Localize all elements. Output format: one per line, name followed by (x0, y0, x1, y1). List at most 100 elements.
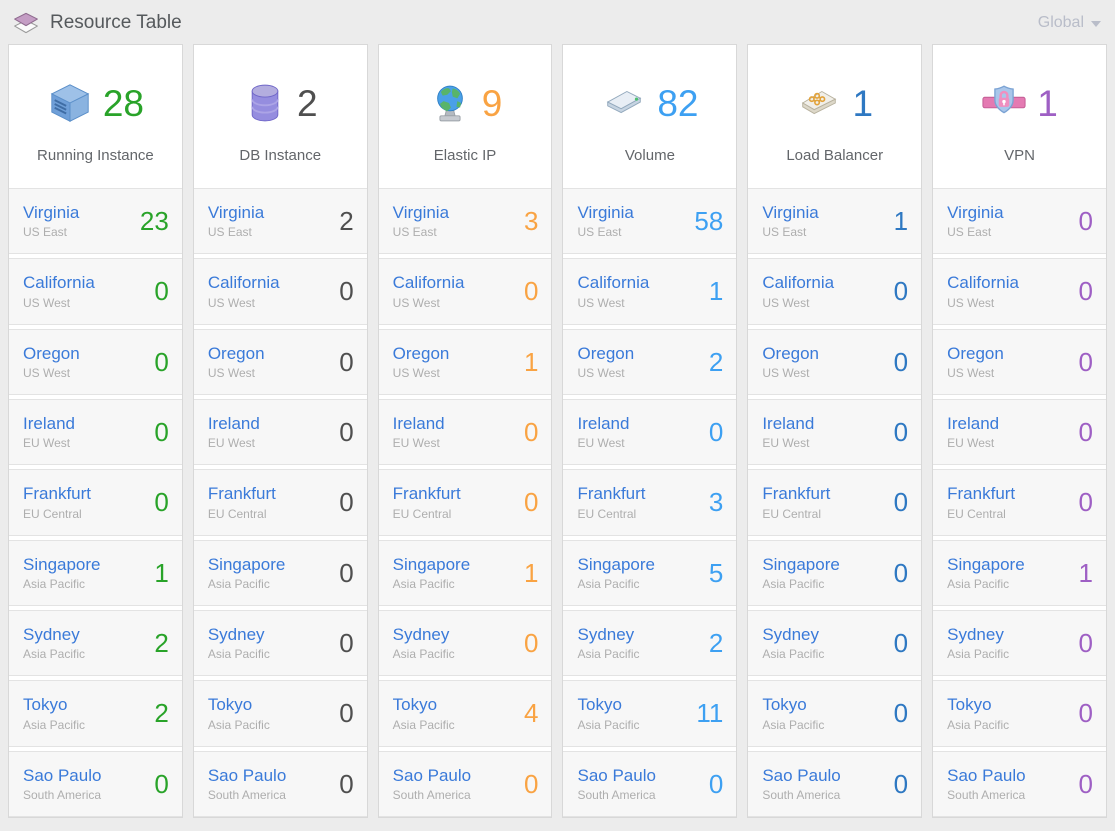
region-area: US West (392, 366, 440, 381)
region-rows: Virginia US East 58 California US West 1 Orego… (563, 188, 737, 817)
region-info: Frankfurt EU Central (208, 484, 276, 521)
region-row-volume-8[interactable]: Sao Paulo South America 0 (563, 750, 737, 817)
region-value: 0 (339, 487, 354, 518)
region-row-load-balancer-8[interactable]: Sao Paulo South America 0 (748, 750, 922, 817)
region-value: 23 (139, 206, 169, 237)
region-row-load-balancer-2[interactable]: Oregon US West 0 (748, 328, 922, 395)
region-row-running-instance-2[interactable]: Oregon US West 0 (9, 328, 182, 395)
instance-cube-icon (47, 80, 93, 126)
region-info: Singapore Asia Pacific (947, 555, 1025, 592)
region-row-running-instance-4[interactable]: Frankfurt EU Central 0 (9, 469, 182, 536)
region-info: Oregon US West (393, 344, 450, 381)
region-row-running-instance-8[interactable]: Sao Paulo South America 0 (9, 750, 182, 817)
region-info: Sydney Asia Pacific (393, 625, 455, 662)
region-row-elastic-ip-8[interactable]: Sao Paulo South America 0 (378, 750, 552, 817)
region-row-volume-0[interactable]: Virginia US East 58 (563, 188, 737, 255)
resource-cards: 28 Running Instance Virginia US East 23 Calif… (0, 42, 1115, 818)
region-row-vpn-8[interactable]: Sao Paulo South America 0 (933, 750, 1106, 817)
region-name: California (392, 273, 465, 293)
region-row-vpn-6[interactable]: Sydney Asia Pacific 0 (933, 609, 1106, 677)
region-row-load-balancer-4[interactable]: Frankfurt EU Central 0 (748, 469, 922, 536)
region-row-load-balancer-7[interactable]: Tokyo Asia Pacific 0 (748, 680, 922, 747)
region-row-db-instance-8[interactable]: Sao Paulo South America 0 (193, 750, 367, 817)
region-value: 4 (524, 698, 539, 729)
region-info: Ireland EU West (947, 414, 999, 451)
region-row-elastic-ip-4[interactable]: Frankfurt EU Central 0 (378, 469, 552, 536)
region-value: 0 (524, 768, 539, 799)
region-row-volume-5[interactable]: Singapore Asia Pacific 5 (563, 539, 737, 606)
region-info: California US West (393, 273, 465, 310)
region-row-db-instance-7[interactable]: Tokyo Asia Pacific 0 (193, 680, 367, 747)
region-row-db-instance-0[interactable]: Virginia US East 2 (193, 188, 367, 255)
region-value: 0 (339, 698, 354, 729)
region-row-running-instance-7[interactable]: Tokyo Asia Pacific 2 (9, 680, 182, 747)
region-row-elastic-ip-5[interactable]: Singapore Asia Pacific 1 (378, 539, 552, 606)
region-row-volume-7[interactable]: Tokyo Asia Pacific 11 (563, 680, 737, 747)
region-row-elastic-ip-0[interactable]: Virginia US East 3 (378, 188, 552, 255)
region-row-volume-2[interactable]: Oregon US West 2 (563, 328, 737, 395)
region-row-vpn-4[interactable]: Frankfurt EU Central 0 (933, 469, 1106, 536)
region-area: US West (762, 366, 810, 381)
region-row-load-balancer-1[interactable]: California US West 0 (748, 258, 922, 325)
region-name: Tokyo (207, 695, 253, 715)
region-info: Oregon US West (762, 344, 819, 381)
region-rows: Virginia US East 23 California US West 0 Orego… (9, 188, 182, 817)
region-row-vpn-1[interactable]: California US West 0 (933, 258, 1106, 325)
region-row-load-balancer-0[interactable]: Virginia US East 1 (748, 188, 922, 255)
region-row-load-balancer-5[interactable]: Singapore Asia Pacific 0 (748, 539, 922, 606)
region-row-volume-6[interactable]: Sydney Asia Pacific 2 (563, 609, 737, 677)
region-value: 1 (524, 346, 539, 377)
region-name: Virginia (577, 202, 634, 222)
region-area: Asia Pacific (207, 717, 270, 732)
region-area: US West (392, 295, 440, 310)
region-row-running-instance-0[interactable]: Virginia US East 23 (9, 188, 182, 255)
region-row-db-instance-1[interactable]: California US West 0 (193, 258, 367, 325)
region-row-volume-4[interactable]: Frankfurt EU Central 3 (563, 469, 737, 536)
region-name: Oregon (947, 343, 1004, 363)
region-name: Ireland (207, 413, 260, 433)
region-row-db-instance-4[interactable]: Frankfurt EU Central 0 (193, 469, 367, 536)
resource-card-running-instance: 28 Running Instance Virginia US East 23 Calif… (8, 44, 183, 818)
region-info: Virginia US East (577, 203, 633, 240)
region-row-elastic-ip-2[interactable]: Oregon US West 1 (378, 328, 552, 395)
region-area: US West (947, 366, 995, 381)
region-row-running-instance-5[interactable]: Singapore Asia Pacific 1 (9, 539, 182, 606)
region-row-load-balancer-3[interactable]: Ireland EU West 0 (748, 398, 922, 466)
region-row-volume-3[interactable]: Ireland EU West 0 (563, 398, 737, 466)
region-info: Sao Paulo South America (208, 766, 286, 803)
region-info: Ireland EU West (208, 414, 260, 451)
region-value: 0 (339, 417, 354, 448)
region-row-vpn-5[interactable]: Singapore Asia Pacific 1 (933, 539, 1106, 606)
region-area: EU West (23, 436, 71, 451)
region-area: Asia Pacific (392, 717, 455, 732)
region-row-db-instance-6[interactable]: Sydney Asia Pacific 0 (193, 609, 367, 677)
region-row-volume-1[interactable]: California US West 1 (563, 258, 737, 325)
region-row-elastic-ip-3[interactable]: Ireland EU West 0 (378, 398, 552, 466)
region-row-db-instance-3[interactable]: Ireland EU West 0 (193, 398, 367, 466)
region-row-elastic-ip-7[interactable]: Tokyo Asia Pacific 4 (378, 680, 552, 747)
region-row-elastic-ip-1[interactable]: California US West 0 (378, 258, 552, 325)
region-row-running-instance-1[interactable]: California US West 0 (9, 258, 182, 325)
region-area: US East (207, 225, 252, 240)
region-row-db-instance-2[interactable]: Oregon US West 0 (193, 328, 367, 395)
region-row-vpn-3[interactable]: Ireland EU West 0 (933, 398, 1106, 466)
region-rows: Virginia US East 0 California US West 0 Oregon… (933, 188, 1106, 817)
region-row-load-balancer-6[interactable]: Sydney Asia Pacific 0 (748, 609, 922, 677)
region-value: 0 (154, 417, 169, 448)
region-name: Virginia (947, 202, 1004, 222)
region-row-elastic-ip-6[interactable]: Sydney Asia Pacific 0 (378, 609, 552, 677)
region-row-vpn-2[interactable]: Oregon US West 0 (933, 328, 1106, 395)
region-row-db-instance-5[interactable]: Singapore Asia Pacific 0 (193, 539, 367, 606)
region-name: Tokyo (392, 695, 438, 715)
region-scope-selector[interactable]: Global (1038, 14, 1101, 32)
region-name: Ireland (577, 413, 630, 433)
region-area: US East (392, 225, 437, 240)
region-row-vpn-0[interactable]: Virginia US East 0 (933, 188, 1106, 255)
region-area: South America (947, 788, 1026, 803)
region-info: Singapore Asia Pacific (762, 555, 840, 592)
region-rows: Virginia US East 2 California US West 0 Oregon… (193, 188, 367, 817)
region-row-running-instance-3[interactable]: Ireland EU West 0 (9, 398, 182, 466)
region-name: Frankfurt (23, 484, 92, 504)
region-row-vpn-7[interactable]: Tokyo Asia Pacific 0 (933, 680, 1106, 747)
region-row-running-instance-6[interactable]: Sydney Asia Pacific 2 (9, 609, 182, 677)
